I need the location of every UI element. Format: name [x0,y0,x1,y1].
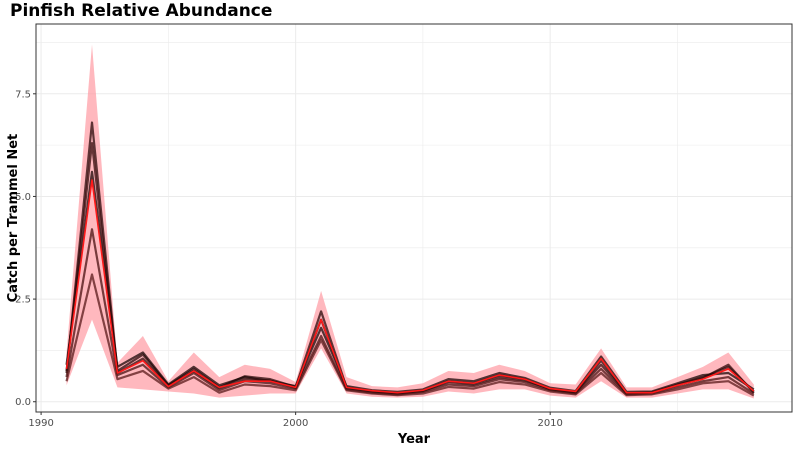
axis-ticks: 1990 2000 2010 0.0 2.5 5.0 7.5 [15,89,563,429]
y-axis-title: Catch per Trammel Net [6,134,21,303]
confidence-band-layer [66,44,754,399]
model-lines-layer [65,121,755,397]
model-line-4 [65,141,755,395]
x-tick-label-1: 2000 [283,418,308,429]
model-line-1 [65,228,755,396]
grid-lines [36,24,792,412]
mean-line [65,179,755,394]
chart-title: Pinfish Relative Abundance [10,1,273,21]
mean-line-layer [65,179,755,394]
x-tick-label-0: 1990 [28,418,53,429]
model-line-0 [65,121,755,395]
confidence-band [66,44,754,399]
x-tick-label-2: 2010 [537,418,562,429]
y-tick-label-1: 2.5 [15,295,31,306]
y-tick-label-2: 5.0 [15,192,31,203]
y-tick-label-0: 0.0 [15,397,31,408]
x-axis-title: Year [397,432,431,447]
panel-border [35,23,793,413]
model-line-2 [65,170,755,393]
y-tick-label-3: 7.5 [15,89,31,100]
model-line-3 [65,273,755,397]
